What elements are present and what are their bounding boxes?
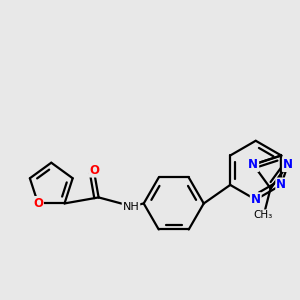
Text: O: O [89, 164, 99, 177]
Text: N: N [248, 158, 258, 171]
Text: N: N [283, 158, 293, 171]
Text: O: O [33, 197, 43, 210]
Text: N: N [251, 193, 261, 206]
Text: NH: NH [123, 202, 140, 212]
Text: CH₃: CH₃ [254, 210, 273, 220]
Text: N: N [276, 178, 286, 191]
